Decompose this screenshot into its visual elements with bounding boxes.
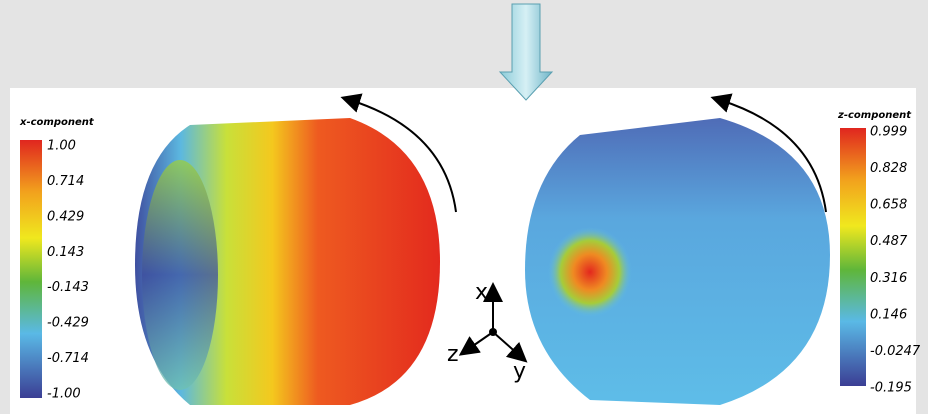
colorbar-label: 0.999 <box>870 125 907 140</box>
colorbar <box>840 128 866 386</box>
colorbar-label: -0.0247 <box>870 344 921 359</box>
colorbar-label: 0.828 <box>870 161 907 176</box>
axis-origin <box>489 328 497 336</box>
colorbar-label: 0.316 <box>870 271 907 286</box>
colorbar-label: 0.714 <box>47 174 84 189</box>
axis-label: y <box>513 359 526 384</box>
colorbar-label: -0.429 <box>47 316 89 331</box>
colorbar <box>20 140 42 398</box>
colorbar-label: 0.429 <box>47 209 84 224</box>
axis-label: x <box>475 280 488 305</box>
colorbar-label: 0.146 <box>870 307 907 322</box>
hot-spot <box>548 227 632 317</box>
colorbar-label: 0.143 <box>47 245 84 260</box>
rotation-arrow <box>340 93 457 213</box>
colorbar-title: z-component <box>837 110 912 121</box>
colorbar-label: 0.487 <box>870 234 908 249</box>
colorbar-label: 0.658 <box>870 198 907 213</box>
cylinder-right <box>525 118 830 405</box>
axis-label: z <box>447 342 459 367</box>
colorbar-label: -1.00 <box>47 387 81 402</box>
rotation-arrow <box>710 93 827 213</box>
down-arrow <box>498 3 554 101</box>
axis-arrow <box>492 331 528 363</box>
colorbar-label: -0.195 <box>870 381 912 396</box>
axis-arrow <box>458 331 494 356</box>
colorbar-label: 1.00 <box>47 139 76 154</box>
cylinder-cap <box>142 160 218 390</box>
axis-triad: x z y <box>447 280 528 384</box>
colorbar-label: -0.143 <box>47 280 89 295</box>
colorbar-title: x-component <box>19 117 95 128</box>
colorbar-label: -0.714 <box>47 351 89 366</box>
